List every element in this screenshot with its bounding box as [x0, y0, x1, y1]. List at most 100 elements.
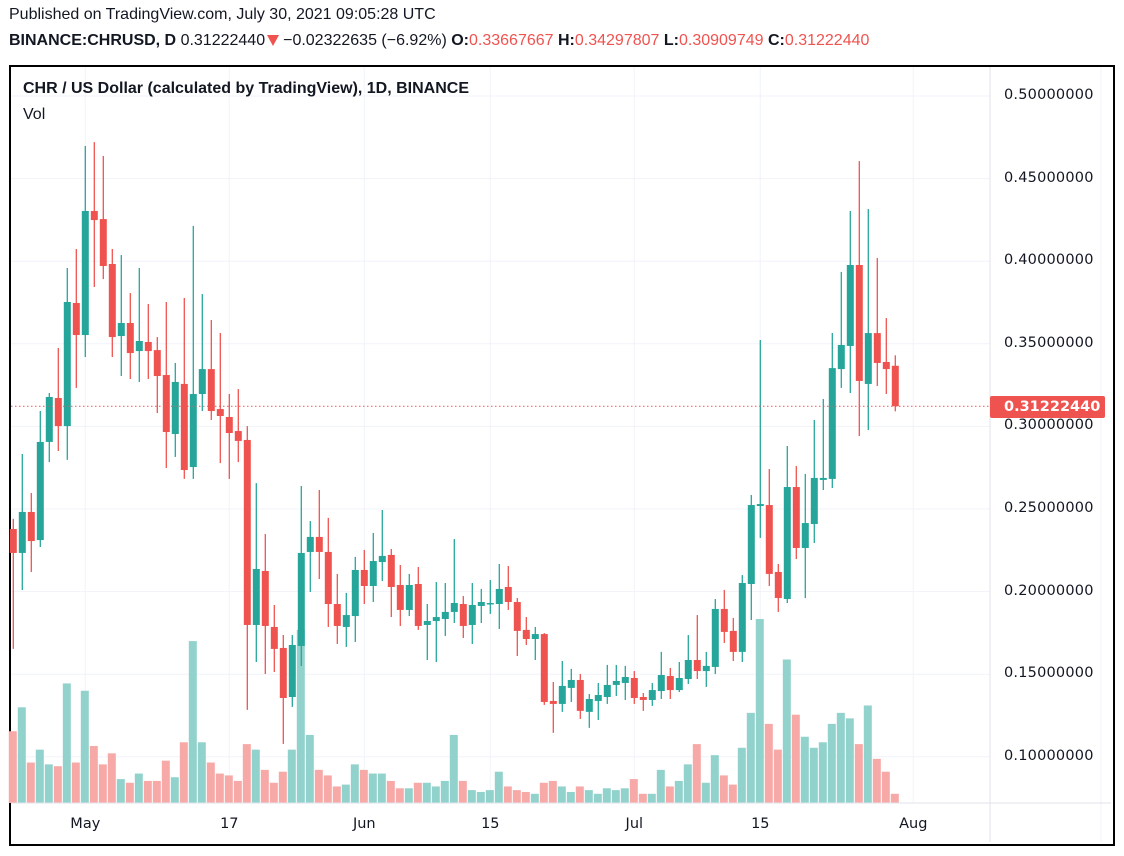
price-tick-label: 0.20000000 — [1004, 582, 1094, 599]
candle-down — [180, 383, 188, 471]
volume-bar — [746, 712, 755, 803]
candle-down — [882, 361, 890, 370]
price-tick-label: 0.15000000 — [1004, 665, 1094, 682]
time-tick-label: Jun — [352, 816, 376, 832]
candle-up — [432, 617, 440, 622]
candle-up — [198, 369, 206, 395]
price-tick-label: 0.50000000 — [1004, 87, 1094, 103]
candle-down — [873, 333, 881, 363]
price-tick-label: 0.45000000 — [1004, 169, 1094, 186]
volume-bar — [800, 736, 809, 803]
volume-bar — [188, 641, 197, 803]
symbol-quote-line: BINANCE:CHRUSD, D 0.31222440 −0.02322635 … — [9, 32, 869, 50]
volume-bar — [206, 762, 215, 803]
volume-bar — [422, 782, 431, 803]
candle-up — [810, 477, 818, 525]
candle-down — [324, 551, 332, 604]
candle-down — [459, 603, 467, 626]
last-price-badge: 0.31222440 — [990, 396, 1105, 418]
candle-up — [450, 602, 458, 612]
volume-bar — [17, 707, 26, 803]
candle-up — [297, 552, 305, 646]
volume-bar — [359, 769, 368, 803]
volume-bar — [161, 760, 170, 803]
chart-frame — [9, 65, 1115, 846]
volume-bar — [35, 749, 44, 803]
volume-bar — [197, 742, 206, 803]
open-label: O: — [451, 32, 470, 49]
volume-bar — [440, 780, 449, 803]
volume-bar — [179, 742, 188, 803]
volume-bar — [494, 771, 503, 803]
candle-up — [819, 477, 827, 480]
volume-bar — [26, 762, 35, 803]
symbol-name: BINANCE:CHRUSD, D — [9, 32, 177, 49]
volume-bar — [467, 790, 476, 803]
volume-bar — [350, 764, 359, 803]
candle-down — [234, 431, 242, 441]
candle-down — [243, 439, 251, 625]
candle-up — [837, 344, 845, 370]
candle-down — [270, 626, 278, 649]
volume-bar — [809, 747, 818, 803]
volume-bar — [413, 782, 422, 803]
volume-bars — [8, 619, 899, 803]
volume-bar — [818, 742, 827, 803]
candle-down — [126, 322, 134, 354]
volume-bar — [827, 723, 836, 803]
volume-bar — [764, 723, 773, 803]
candle-down — [144, 341, 152, 352]
candle-up — [81, 210, 89, 336]
candle-up — [63, 302, 71, 427]
volume-bar — [125, 782, 134, 803]
candle-down — [504, 586, 512, 603]
down-triangle-icon — [267, 35, 280, 46]
volume-bar — [395, 788, 404, 803]
candle-up — [468, 604, 476, 625]
candle-up — [495, 588, 503, 604]
volume-bar — [692, 744, 701, 803]
candle-up — [369, 561, 377, 586]
candle-up — [351, 569, 359, 617]
volume-bar — [431, 786, 440, 803]
candle-up — [171, 381, 179, 434]
candle-up — [477, 602, 485, 606]
volume-bar — [341, 784, 350, 803]
candle-up — [423, 621, 431, 625]
volume-bar — [386, 780, 395, 803]
volume-bar — [449, 734, 458, 803]
candle-up — [675, 677, 683, 691]
volume-bar — [80, 690, 89, 803]
candle-down — [729, 630, 737, 652]
volume-bar — [845, 718, 854, 803]
volume-bar — [566, 791, 575, 803]
volume-bar — [683, 764, 692, 803]
candle-up — [117, 322, 125, 337]
volume-bar — [278, 771, 287, 803]
volume-bar — [71, 762, 80, 803]
candle-down — [396, 584, 404, 610]
candle-down — [720, 608, 728, 632]
candle-down — [513, 602, 521, 631]
candle-down — [108, 264, 116, 338]
candle-up — [738, 583, 746, 652]
price-tick-label: 0.10000000 — [1004, 747, 1094, 764]
candle-up — [531, 634, 539, 640]
volume-bar — [233, 780, 242, 803]
candle-up — [648, 690, 656, 700]
candle-up — [252, 568, 260, 625]
volume-bar — [629, 779, 638, 803]
volume-bar — [755, 619, 764, 803]
volume-bar — [575, 786, 584, 803]
candle-up — [306, 536, 314, 552]
candle-down — [549, 700, 557, 704]
candle-down — [774, 571, 782, 599]
candle-down — [162, 375, 170, 433]
volume-bar — [404, 788, 413, 803]
volume-bar — [215, 773, 224, 803]
volume-bar — [368, 773, 377, 803]
time-tick-label: Aug — [899, 816, 928, 832]
candle-up — [189, 394, 197, 468]
volume-bar — [881, 771, 890, 803]
